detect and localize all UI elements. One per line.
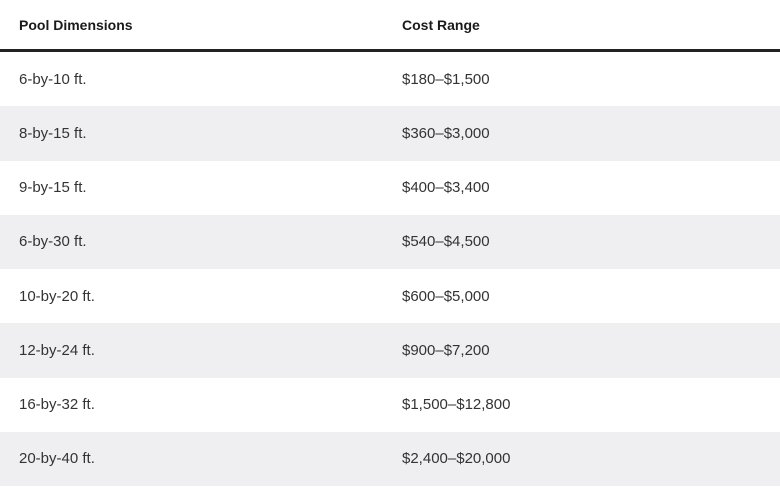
table-row: 16-by-32 ft. $1,500–$12,800: [0, 378, 780, 432]
pool-dimension-cell: 8-by-15 ft.: [19, 124, 87, 142]
cost-range-cell: $180–$1,500: [402, 70, 490, 88]
table-header: Pool Dimensions Cost Range: [0, 0, 780, 52]
cost-range-cell: $900–$7,200: [402, 341, 490, 359]
pool-dimension-cell: 12-by-24 ft.: [19, 341, 95, 359]
table-row: 9-by-15 ft. $400–$3,400: [0, 161, 780, 215]
table-row: 12-by-24 ft. $900–$7,200: [0, 323, 780, 378]
header-cost-range: Cost Range: [402, 16, 480, 33]
table-row: 8-by-15 ft. $360–$3,000: [0, 106, 780, 161]
table-row: 6-by-30 ft. $540–$4,500: [0, 214, 780, 269]
table-row: 6-by-10 ft. $180–$1,500: [0, 52, 780, 106]
header-pool-dimensions: Pool Dimensions: [19, 16, 133, 33]
cost-range-cell: $600–$5,000: [402, 287, 490, 305]
pool-dimension-cell: 9-by-15 ft.: [19, 179, 87, 197]
pool-dimension-cell: 16-by-32 ft.: [19, 396, 95, 414]
cost-range-cell: $540–$4,500: [402, 233, 490, 251]
table-row: 20-by-40 ft. $2,400–$20,000: [0, 431, 780, 486]
pool-dimension-cell: 20-by-40 ft.: [19, 450, 95, 468]
cost-range-cell: $360–$3,000: [402, 124, 490, 142]
cost-range-cell: $2,400–$20,000: [402, 450, 511, 468]
cost-range-cell: $1,500–$12,800: [402, 396, 511, 414]
pool-dimension-cell: 6-by-10 ft.: [19, 70, 87, 88]
pool-dimension-cell: 6-by-30 ft.: [19, 233, 87, 251]
pool-dimension-cell: 10-by-20 ft.: [19, 287, 95, 305]
cost-range-cell: $400–$3,400: [402, 179, 490, 197]
table-row: 10-by-20 ft. $600–$5,000: [0, 269, 780, 323]
